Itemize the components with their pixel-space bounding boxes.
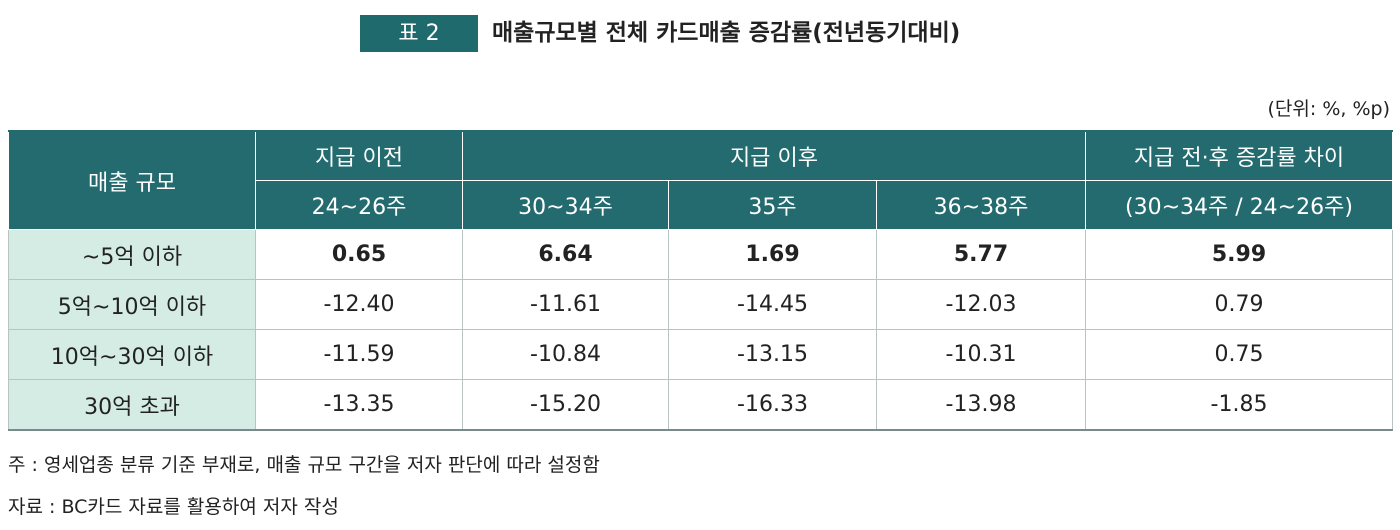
value-cell: -14.45 xyxy=(668,279,877,330)
table-title: 매출규모별 전체 카드매출 증감률(전년동기대비) xyxy=(492,20,961,46)
header-cell: 35주 xyxy=(668,180,877,230)
source-note: 자료 : BC카드 자료를 활용하여 저자 작성 xyxy=(8,496,339,518)
table-row: 10억~30억 이하 -11.59 -10.84 -13.15 -10.31 0.75 xyxy=(8,329,1393,380)
value-cell: -11.59 xyxy=(255,329,463,380)
value-cell: 5.99 xyxy=(1085,229,1393,280)
header-cell: 매출 규모 xyxy=(8,130,256,230)
header-cell: 36~38주 xyxy=(876,180,1086,230)
table-badge: 표 2 xyxy=(360,15,478,52)
unit-label: (단위: %, %p) xyxy=(1267,98,1390,120)
value-cell: 0.75 xyxy=(1085,329,1393,380)
table-row: 5억~10억 이하 -12.40 -11.61 -14.45 -12.03 0.79 xyxy=(8,279,1393,330)
value-cell: -1.85 xyxy=(1085,379,1393,431)
row-header: ~5억 이하 xyxy=(8,229,256,280)
header-cell: 24~26주 xyxy=(255,180,463,230)
table-row: ~5억 이하 0.65 6.64 1.69 5.77 5.99 xyxy=(8,229,1393,280)
value-cell: -10.31 xyxy=(876,329,1086,380)
value-cell: -10.84 xyxy=(462,329,669,380)
row-header: 10억~30억 이하 xyxy=(8,329,256,380)
value-cell: -11.61 xyxy=(462,279,669,330)
row-header: 5억~10억 이하 xyxy=(8,279,256,330)
data-table: 매출 규모 지급 이전 지급 이후 지급 전·후 증감률 차이 24~26주 3… xyxy=(8,130,1393,431)
footnote: 주 : 영세업종 분류 기준 부재로, 매출 규모 구간을 저자 판단에 따라 … xyxy=(8,454,600,476)
value-cell: -12.40 xyxy=(255,279,463,330)
header-cell: 30~34주 xyxy=(462,180,669,230)
value-cell: 1.69 xyxy=(668,229,877,280)
value-cell: -13.98 xyxy=(876,379,1086,431)
header-cell: (30~34주 / 24~26주) xyxy=(1085,180,1393,230)
value-cell: -13.15 xyxy=(668,329,877,380)
value-cell: -16.33 xyxy=(668,379,877,431)
value-cell: -12.03 xyxy=(876,279,1086,330)
value-cell: 6.64 xyxy=(462,229,669,280)
value-cell: -13.35 xyxy=(255,379,463,431)
row-header: 30억 초과 xyxy=(8,379,256,431)
header-cell: 지급 이전 xyxy=(255,130,463,181)
header-cell: 지급 이후 xyxy=(462,130,1086,181)
header-cell: 지급 전·후 증감률 차이 xyxy=(1085,130,1393,181)
table-row: 30억 초과 -13.35 -15.20 -16.33 -13.98 -1.85 xyxy=(8,379,1393,431)
value-cell: 0.79 xyxy=(1085,279,1393,330)
value-cell: 0.65 xyxy=(255,229,463,280)
value-cell: 5.77 xyxy=(876,229,1086,280)
value-cell: -15.20 xyxy=(462,379,669,431)
